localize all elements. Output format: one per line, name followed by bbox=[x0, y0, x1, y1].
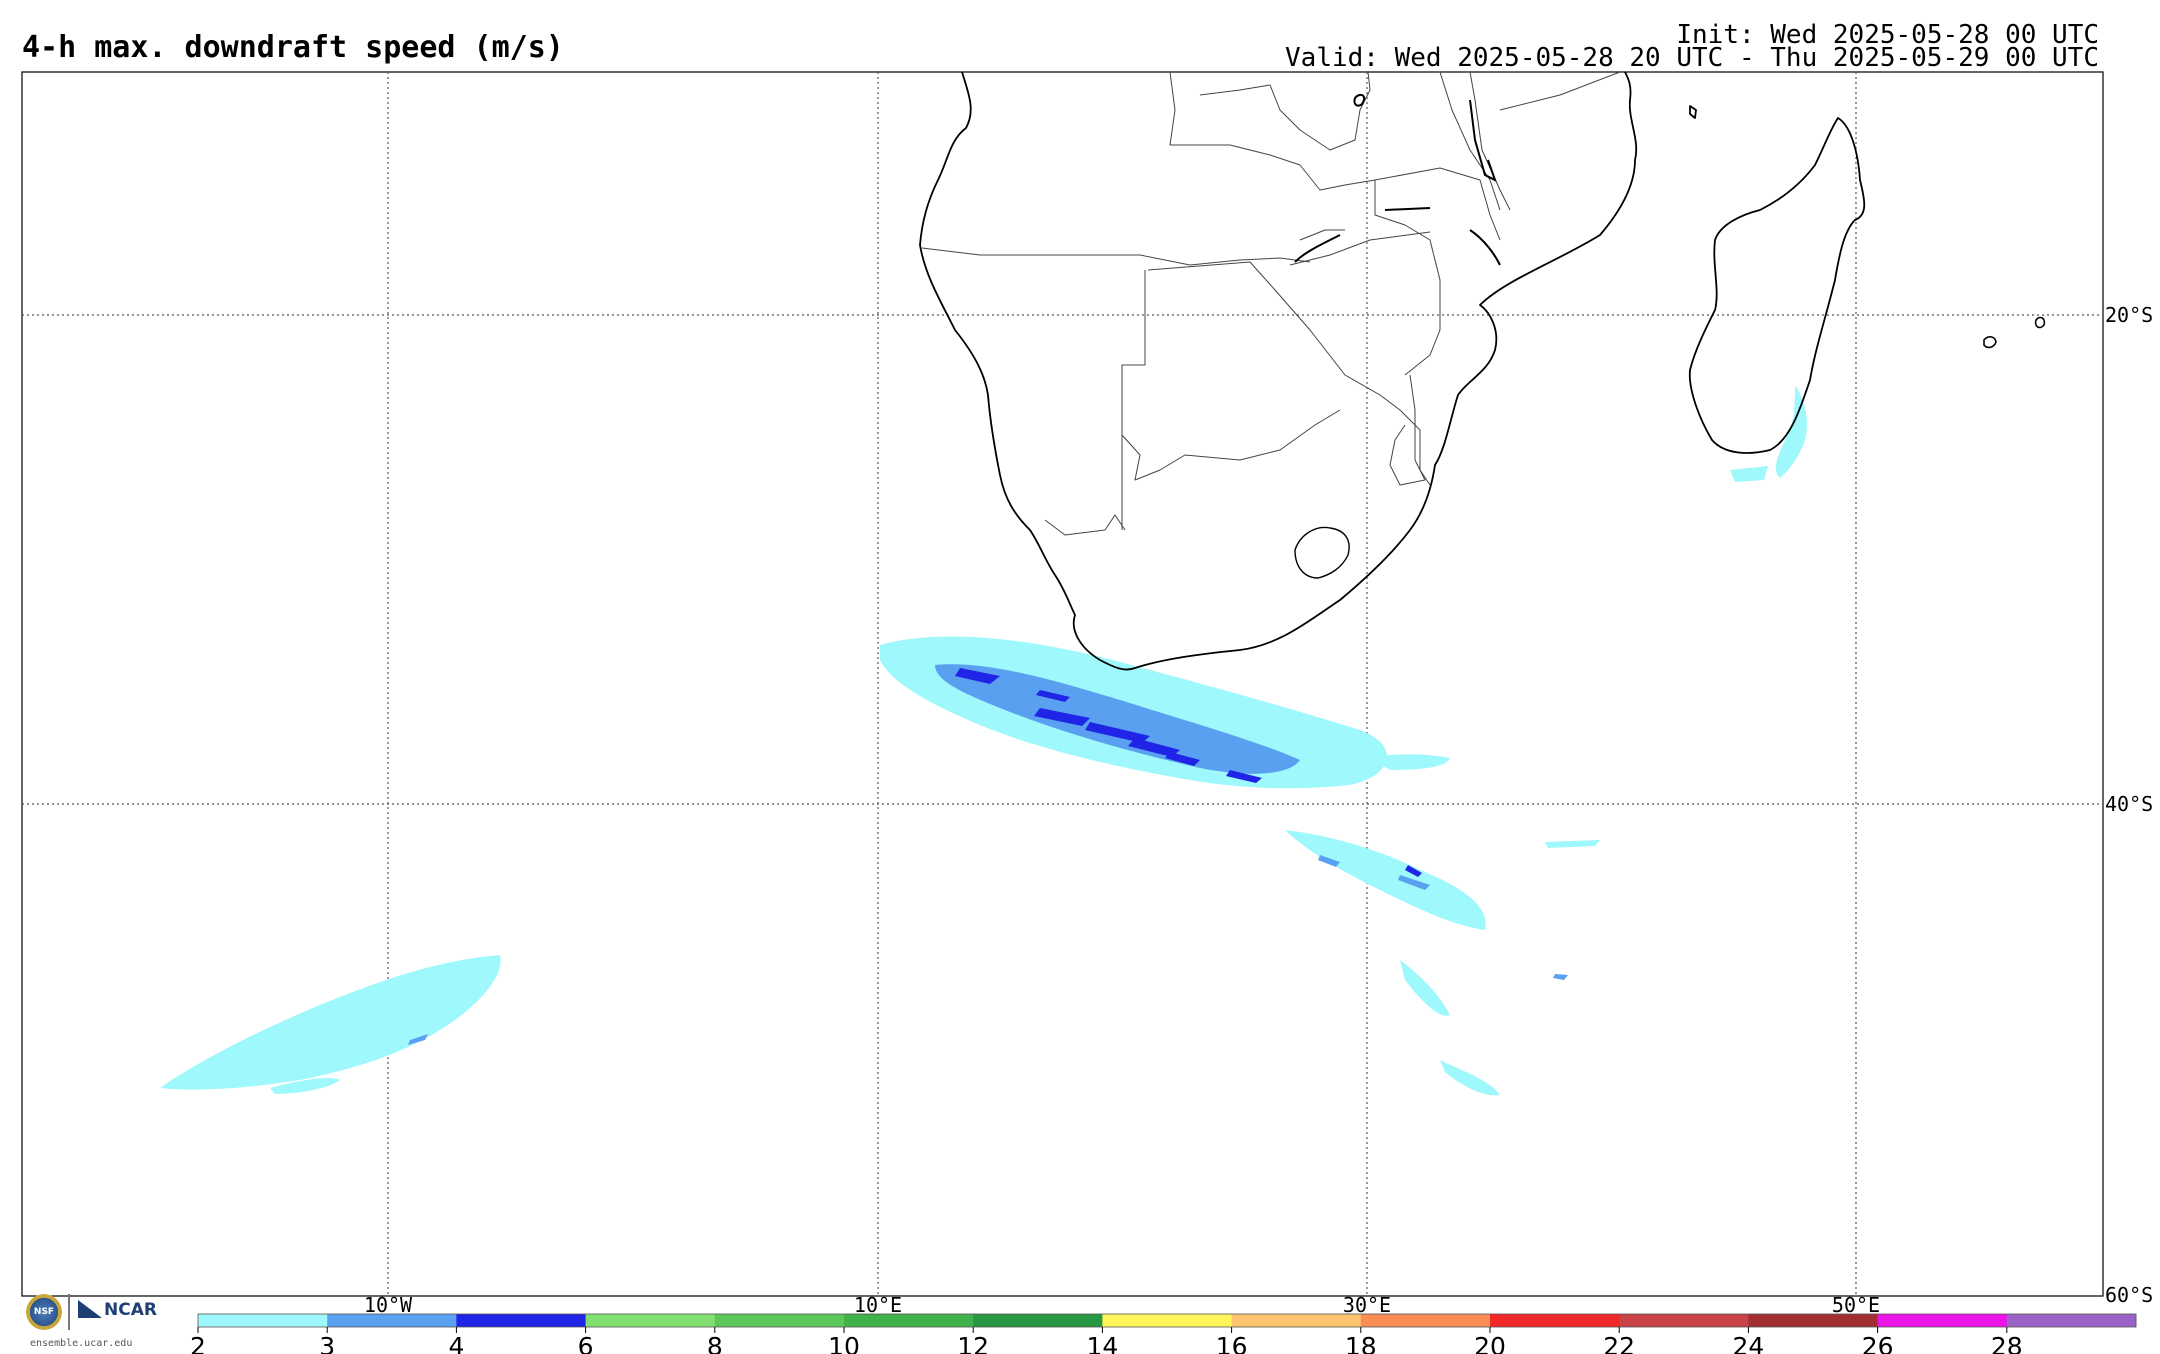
downdraft-field-south-atlantic bbox=[160, 955, 501, 1094]
lon-label-10e: 10°E bbox=[854, 1293, 902, 1317]
colorbar-label: 6 bbox=[578, 1332, 594, 1354]
nsf-logo-icon: NSF bbox=[26, 1294, 62, 1330]
colorbar-swatch bbox=[1619, 1314, 1749, 1327]
country-borders bbox=[921, 72, 1621, 536]
colorbar-swatch bbox=[1231, 1314, 1362, 1327]
colorbar-label: 4 bbox=[448, 1332, 464, 1354]
lon-label-30e: 30°E bbox=[1343, 1293, 1391, 1317]
colorbar-label: 28 bbox=[1991, 1332, 2023, 1354]
africa-coastline bbox=[919, 72, 1638, 671]
colorbar-swatch bbox=[327, 1314, 457, 1327]
colorbar-outline bbox=[197, 1313, 2137, 1328]
colorbar-swatch bbox=[456, 1314, 587, 1327]
lakes-and-rivers bbox=[1294, 93, 1501, 266]
ncar-triangle-icon bbox=[78, 1300, 102, 1318]
madagascar-outline bbox=[1688, 105, 1866, 454]
colorbar-label: 22 bbox=[1603, 1332, 1635, 1354]
colorbar-swatch bbox=[973, 1314, 1103, 1327]
colorbar-swatch bbox=[2006, 1314, 2137, 1327]
downdraft-field-cape bbox=[880, 636, 1450, 789]
colorbar-swatch bbox=[844, 1314, 974, 1327]
ncar-logo: NCAR bbox=[78, 1300, 157, 1320]
colorbar-label: 10 bbox=[828, 1332, 860, 1354]
map-title: 4-h max. downdraft speed (m/s) bbox=[22, 30, 564, 65]
colorbar-swatch bbox=[1490, 1314, 1620, 1327]
colorbar-swatch bbox=[1877, 1314, 2008, 1327]
logo-area: NSF NCAR ensemble.ucar.edu bbox=[24, 1292, 164, 1352]
lat-label-40s: 40°S bbox=[2105, 792, 2153, 816]
colorbar-label: 12 bbox=[957, 1332, 989, 1354]
colorbar: 2 3 4 6 8 10 12 14 16 18 20 22 24 26 28 bbox=[190, 1313, 2137, 1354]
colorbar-label: 2 bbox=[190, 1332, 206, 1354]
axis-labels: 20°S 40°S 60°S 10°W 10°E 30°E 50°E bbox=[364, 303, 2153, 1317]
colorbar-label: 18 bbox=[1345, 1332, 1377, 1354]
colorbar-label: 14 bbox=[1086, 1332, 1118, 1354]
colorbar-swatch bbox=[714, 1314, 845, 1327]
logo-divider bbox=[68, 1294, 70, 1330]
colorbar-label: 3 bbox=[319, 1332, 335, 1354]
lon-label-50e: 50°E bbox=[1832, 1293, 1880, 1317]
colorbar-label: 26 bbox=[1862, 1332, 1894, 1354]
lon-label-10w: 10°W bbox=[364, 1293, 413, 1317]
init-time: Init: Wed 2025-05-28 00 UTC bbox=[1676, 20, 2099, 50]
colorbar-swatch bbox=[1360, 1314, 1491, 1327]
downdraft-field-southwest-indian bbox=[1285, 830, 1600, 1096]
colorbar-swatch bbox=[1748, 1314, 1879, 1327]
colorbar-swatch bbox=[198, 1314, 328, 1327]
colorbar-label: 16 bbox=[1216, 1332, 1248, 1354]
valid-time: Valid: Wed 2025-05-28 20 UTC - Thu 2025-… bbox=[1285, 43, 2099, 73]
map-frame bbox=[21, 71, 2104, 1297]
colorbar-label: 20 bbox=[1474, 1332, 1506, 1354]
lat-label-60s: 60°S bbox=[2105, 1283, 2153, 1307]
gridlines bbox=[22, 72, 2103, 1296]
colorbar-label: 8 bbox=[707, 1332, 723, 1354]
colorbar-swatch bbox=[1102, 1314, 1233, 1327]
colorbar-swatch bbox=[585, 1314, 716, 1327]
lesotho-outline bbox=[1294, 526, 1350, 579]
site-url: ensemble.ucar.edu bbox=[30, 1338, 133, 1349]
colorbar-label: 24 bbox=[1732, 1332, 1764, 1354]
lat-label-20s: 20°S bbox=[2105, 303, 2153, 327]
mascarene-islands bbox=[1983, 316, 2046, 349]
